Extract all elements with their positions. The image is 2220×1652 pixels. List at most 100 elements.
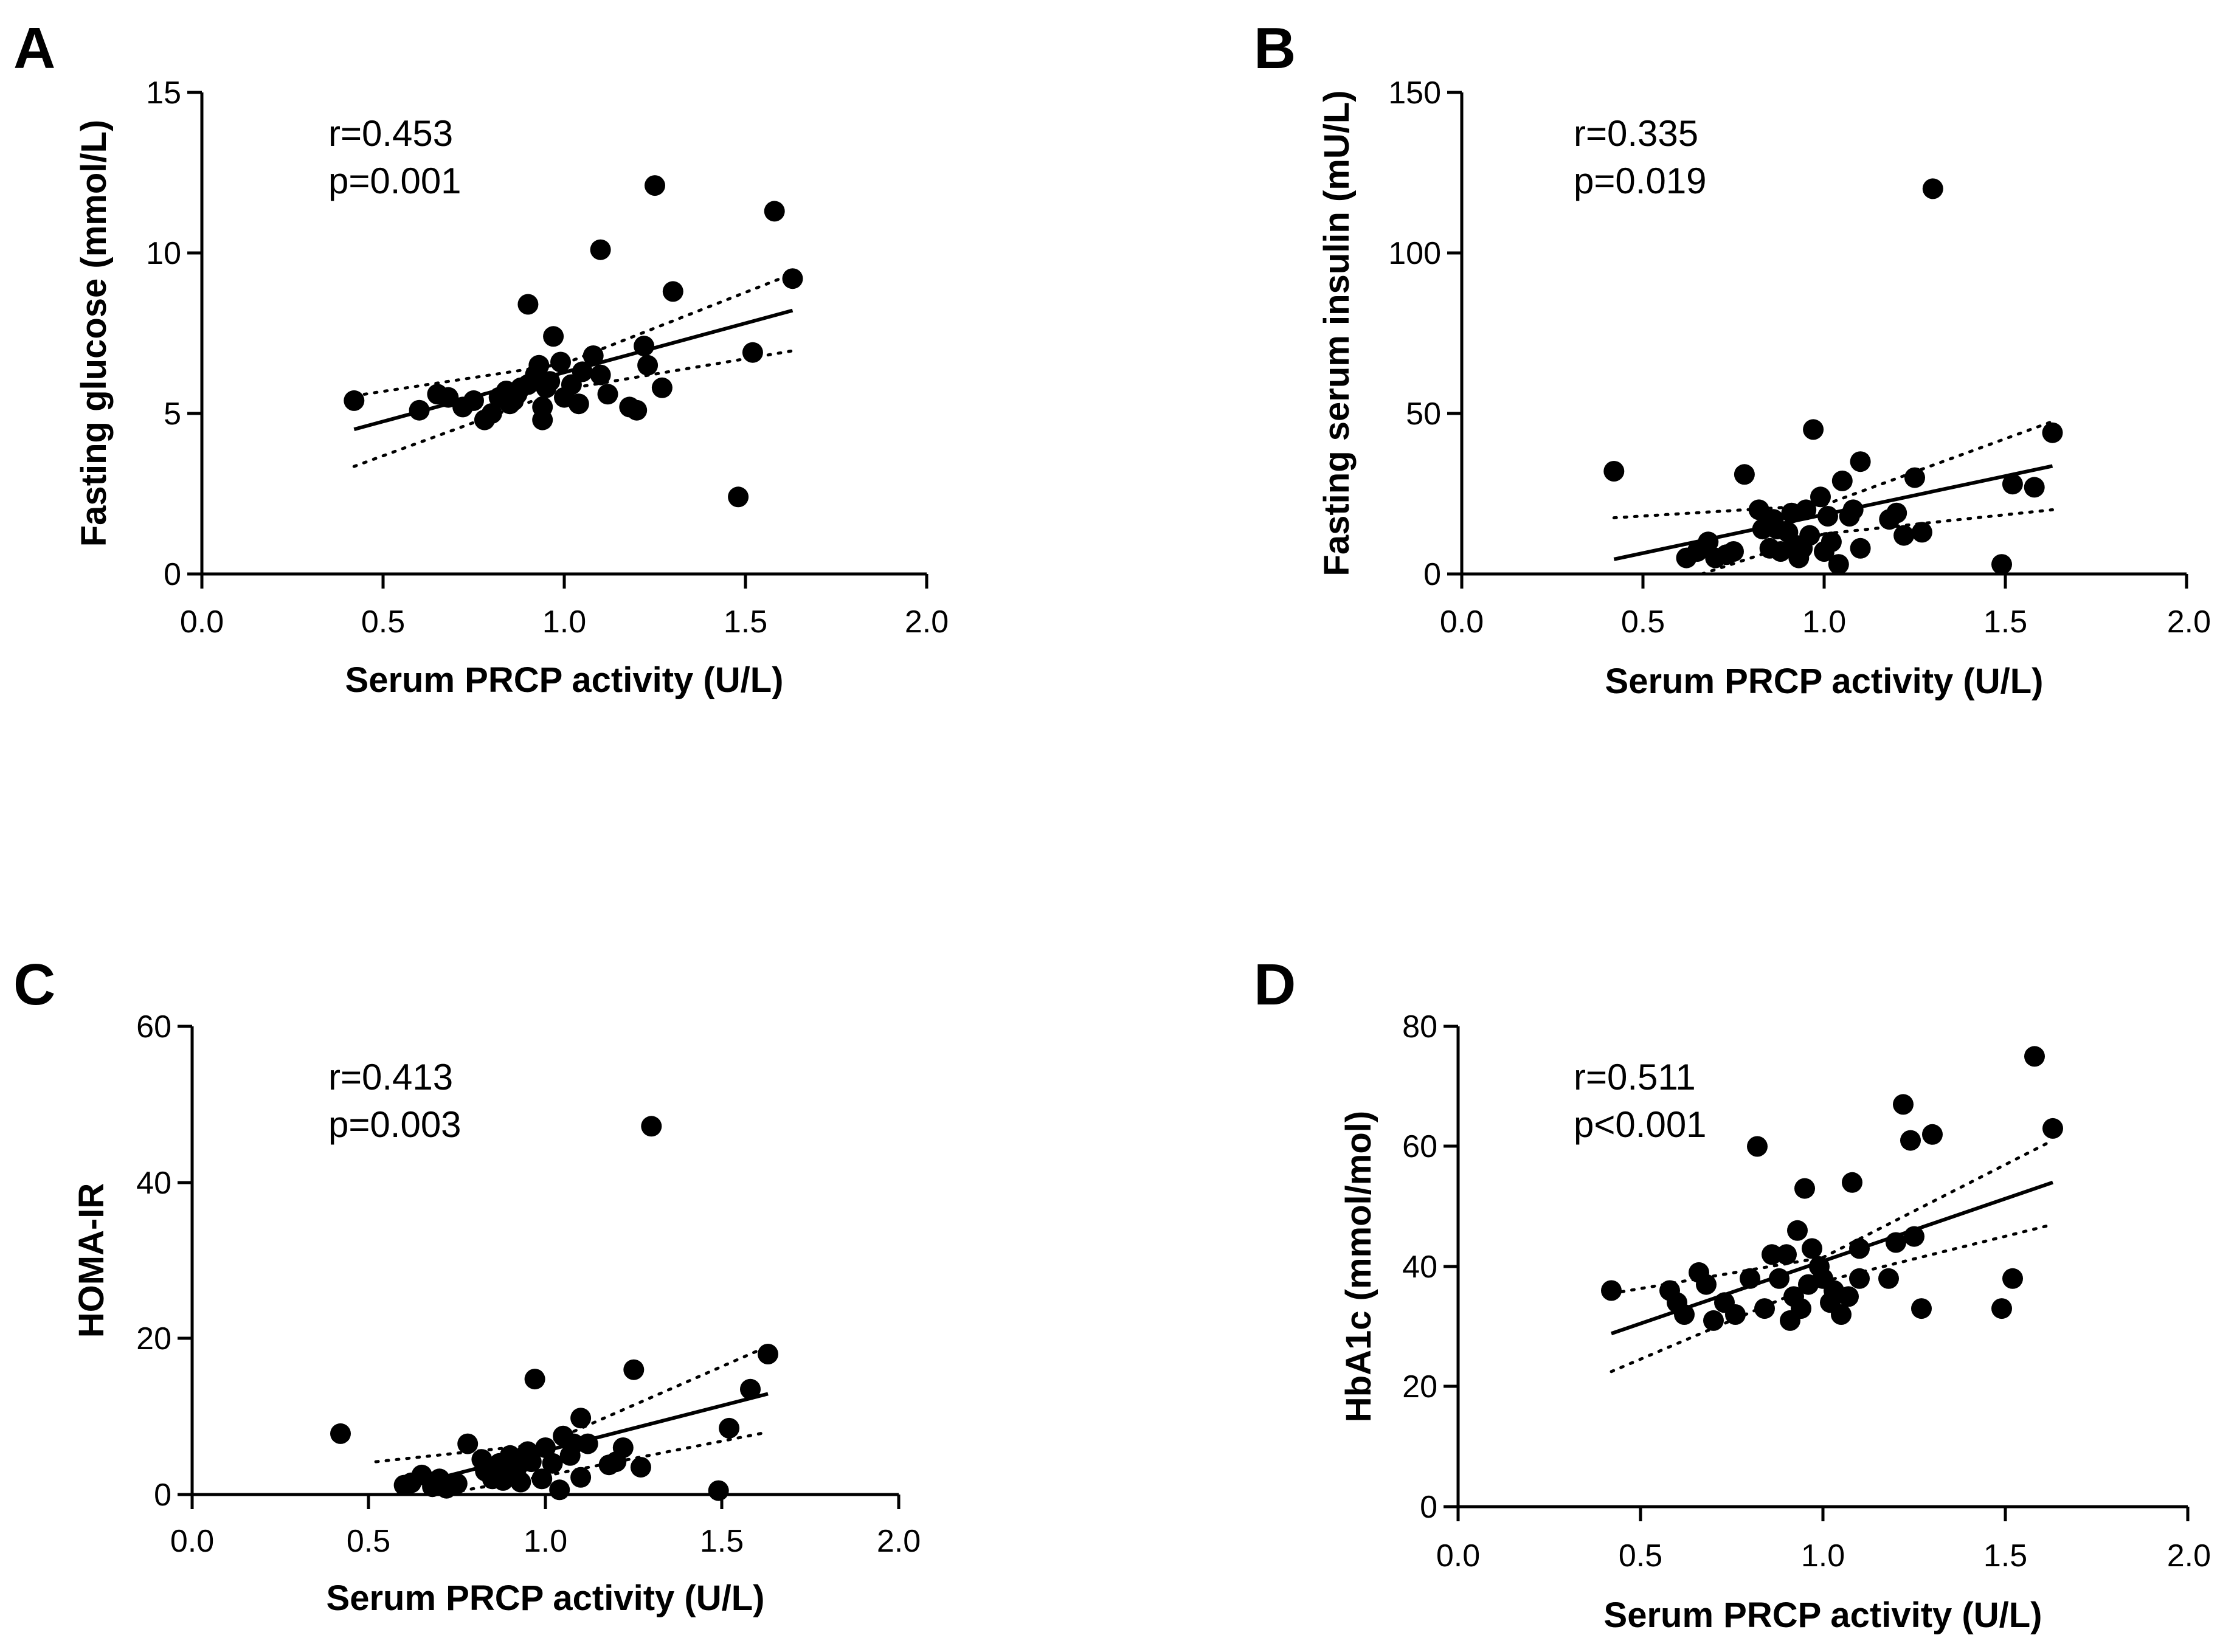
panel-a-x-tick-label: 2.0 bbox=[905, 604, 949, 640]
panel-a-data-point bbox=[742, 342, 763, 363]
panel-d-ci-upper bbox=[1610, 1139, 2055, 1295]
panel-d-data-point bbox=[1838, 1286, 1859, 1307]
panel-a-y-tick-label: 15 bbox=[146, 75, 181, 111]
panel-b-y-tick-label: 0 bbox=[1423, 557, 1441, 592]
panel-b-data-point bbox=[1831, 470, 1853, 491]
panel-a-data-point bbox=[517, 294, 539, 315]
panel-a-data-point bbox=[481, 403, 502, 424]
panel-d-data-point bbox=[1769, 1268, 1789, 1289]
panel-c-data-point bbox=[542, 1453, 563, 1474]
panel-a-y-tick-label: 0 bbox=[164, 557, 181, 592]
panel-a-data-point bbox=[503, 390, 524, 411]
panel-c-x-tick-label: 0.5 bbox=[347, 1524, 390, 1559]
panel-a-data-point bbox=[782, 268, 803, 289]
panel-c-data-point bbox=[740, 1378, 761, 1400]
panel-b-x-tick-label: 1.5 bbox=[1983, 604, 2027, 640]
panel-c-data-point bbox=[623, 1359, 645, 1380]
panel-b-x-tick-label: 1.0 bbox=[1802, 604, 1846, 640]
panel-a-data-point bbox=[597, 384, 618, 405]
panel-c-data-point bbox=[503, 1464, 524, 1485]
panel-a-data-point bbox=[543, 326, 564, 347]
panel-c-data-point bbox=[535, 1437, 556, 1458]
panel-a-data-point bbox=[550, 351, 571, 373]
panel-a-data-point bbox=[528, 354, 550, 376]
panel-d-data-point bbox=[2024, 1046, 2045, 1067]
panel-d-r-value: r=0.511 bbox=[1574, 1057, 1696, 1097]
panel-c-y-ticks: 0 20 40 60 bbox=[136, 1009, 192, 1513]
panel-d-x-tick-label: 0.0 bbox=[1436, 1538, 1480, 1574]
panel-b-data-point bbox=[1821, 531, 1842, 553]
panel-b-data-point bbox=[1734, 464, 1755, 485]
panel-a-data-point bbox=[568, 393, 589, 415]
panel-c-axes bbox=[190, 1026, 899, 1496]
panel-a-data-point bbox=[651, 377, 673, 398]
panel-c-data-point bbox=[577, 1433, 598, 1454]
panel-b-data-point bbox=[1603, 461, 1625, 482]
panel-b-data-point bbox=[1850, 537, 1871, 559]
panel-a-r-value: r=0.453 bbox=[328, 113, 453, 154]
panel-d-data-point bbox=[1696, 1274, 1717, 1295]
panel-b-data-point bbox=[1911, 522, 1932, 543]
panel-b-data-point bbox=[1803, 419, 1824, 440]
panel-b-data-point bbox=[1785, 534, 1806, 556]
panel-a-y-tick-label: 10 bbox=[146, 236, 181, 271]
panel-b-data-point bbox=[1842, 499, 1864, 520]
panel-c-data-point bbox=[531, 1468, 553, 1490]
panel-c-data-point bbox=[549, 1479, 570, 1501]
panel-b-x-tick-label: 2.0 bbox=[2167, 604, 2211, 640]
panel-d-data-point bbox=[1900, 1130, 1921, 1151]
panel-a-x-tick-label: 1.0 bbox=[542, 604, 586, 640]
panel-c-data-point bbox=[446, 1473, 468, 1494]
panel-a-axes bbox=[200, 92, 927, 576]
panel-d-data-point bbox=[1747, 1136, 1768, 1157]
panel-b-y-tick-label: 150 bbox=[1388, 75, 1441, 111]
panel-a-data-point bbox=[645, 175, 665, 196]
panel-a-x-ticks: 0.0 0.5 1.0 1.5 2.0 bbox=[180, 574, 949, 640]
panel-a-x-axis-title: Serum PRCP activity (U/L) bbox=[345, 660, 784, 700]
panel-b-y-ticks: 0 50 100 150 bbox=[1388, 75, 1462, 592]
panel-a-data-point bbox=[539, 371, 561, 392]
panel-c-y-tick-label: 20 bbox=[136, 1321, 171, 1357]
panel-b-data-point bbox=[1922, 178, 1943, 199]
panel-b-ci-upper bbox=[1612, 420, 2054, 520]
panel-b-data-point bbox=[1799, 525, 1821, 546]
panel-c-plot-area bbox=[330, 1116, 778, 1501]
panel-letter-a: A bbox=[13, 16, 55, 81]
panel-a-ci-lower bbox=[352, 349, 794, 468]
panel-b-y-tick-label: 50 bbox=[1406, 396, 1441, 432]
panel-c-y-tick-label: 40 bbox=[136, 1166, 171, 1201]
panel-d-data-point bbox=[1911, 1298, 1932, 1319]
panel-b-data-point bbox=[2002, 474, 2023, 495]
panel-a-y-tick-label: 5 bbox=[164, 396, 181, 432]
panel-b-x-tick-label: 0.0 bbox=[1440, 604, 1484, 640]
panel-letter-c: C bbox=[13, 952, 55, 1017]
panel-letter-b: B bbox=[1254, 16, 1296, 81]
panel-d: D r=0.511 p<0.001 0 20 40 60 80 0.0 0.5 bbox=[1254, 952, 2211, 1635]
panel-d-x-tick-label: 1.5 bbox=[1983, 1538, 2027, 1574]
panel-d-data-point bbox=[1842, 1172, 1862, 1193]
panel-c-r-value: r=0.413 bbox=[328, 1057, 453, 1097]
panel-d-x-axis-title: Serum PRCP activity (U/L) bbox=[1604, 1595, 2042, 1635]
panel-d-data-point bbox=[1725, 1304, 1746, 1325]
panel-b-y-axis-title: Fasting serum insulin (mU/L) bbox=[1317, 90, 1357, 576]
panel-c-x-axis-title: Serum PRCP activity (U/L) bbox=[327, 1578, 765, 1618]
panel-c-data-point bbox=[758, 1344, 778, 1364]
panel-c-p-value: p=0.003 bbox=[328, 1104, 462, 1145]
panel-a-x-tick-label: 1.5 bbox=[724, 604, 767, 640]
panel-d-data-point bbox=[2042, 1118, 2063, 1139]
panel-c-x-tick-label: 1.5 bbox=[700, 1524, 744, 1559]
panel-d-data-point bbox=[1776, 1244, 1797, 1265]
panel-d-plot-area bbox=[1601, 1046, 2063, 1374]
panel-c-data-point bbox=[570, 1467, 592, 1488]
panel-d-data-point bbox=[1878, 1268, 1899, 1289]
panel-d-y-tick-label: 60 bbox=[1402, 1129, 1437, 1164]
panel-b-data-point bbox=[2024, 477, 2045, 498]
panel-d-data-point bbox=[1831, 1304, 1852, 1325]
panel-c-y-tick-label: 60 bbox=[136, 1009, 171, 1045]
panel-b-data-point bbox=[1991, 554, 2012, 575]
panel-c-data-point bbox=[520, 1451, 542, 1473]
panel-b-plot-area bbox=[1603, 178, 2063, 576]
panel-b-data-point bbox=[1748, 499, 1769, 520]
panel-c-data-point bbox=[570, 1408, 592, 1429]
panel-d-data-point bbox=[1674, 1304, 1695, 1325]
